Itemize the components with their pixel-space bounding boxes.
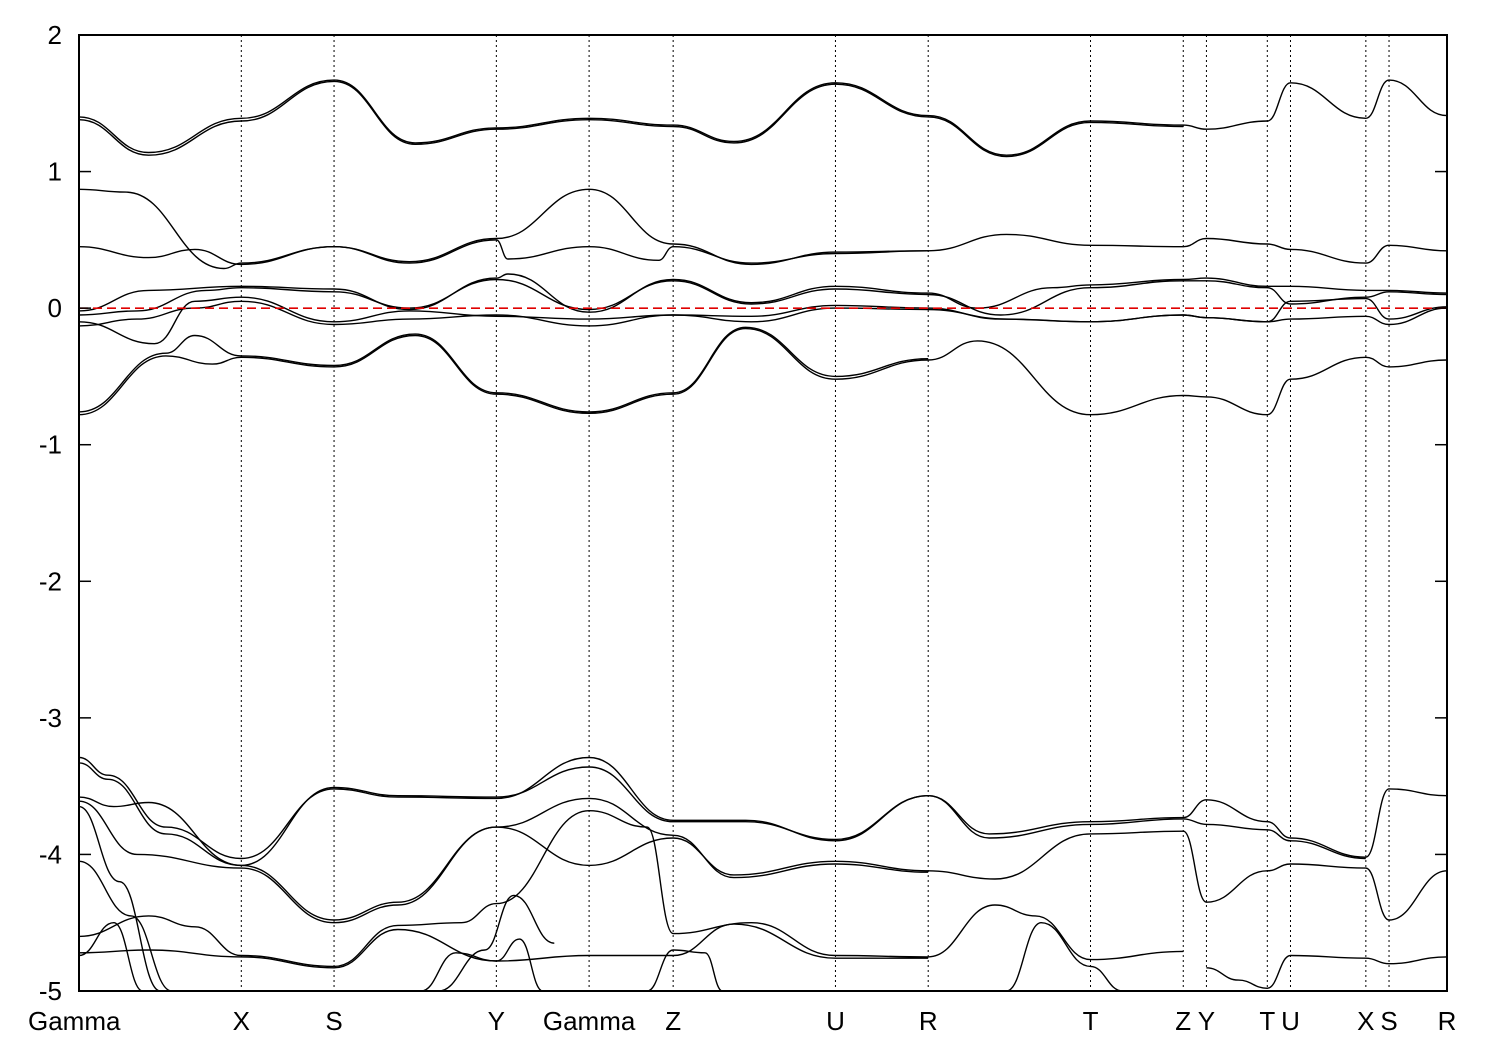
y-tick-label: 0: [48, 293, 62, 323]
band-line-21: [438, 894, 555, 991]
band-line-10: [79, 326, 929, 413]
band-line-23: [1006, 921, 1123, 991]
y-tick-label: -3: [39, 703, 62, 733]
band-line-9: [79, 327, 1447, 416]
x-tick-label: T: [1259, 1006, 1275, 1036]
x-tick-label: S: [1380, 1006, 1397, 1036]
y-axis-ticks: 2 1 0 -1 -2 -3 -4 -5: [39, 20, 1447, 1006]
x-tick-label: X: [233, 1006, 250, 1036]
x-tick-label: T: [1083, 1006, 1099, 1036]
x-tick-label: Gamma: [543, 1006, 636, 1036]
band-line-19: [79, 921, 144, 991]
plot-frame: [78, 34, 1448, 992]
x-tick-label: U: [1281, 1006, 1300, 1036]
x-tick-label: Y: [488, 1006, 505, 1036]
band-line-24: [1206, 954, 1447, 990]
band-line-15: [79, 809, 1184, 968]
y-tick-label: 1: [48, 157, 62, 187]
y-tick-label: 2: [48, 20, 62, 50]
y-tick-label: -1: [39, 430, 62, 460]
y-tick-label: -5: [39, 976, 62, 1006]
x-axis-ticks: Gamma X S Y Gamma Z U R T Z Y T U X S R: [28, 1006, 1456, 1036]
band-line-17: [79, 805, 161, 991]
x-tick-label: Z: [1175, 1006, 1191, 1036]
band-line-22: [646, 949, 723, 991]
band-line-12: [79, 762, 1366, 867]
band-line-4: [79, 239, 929, 266]
x-tick-label: X: [1357, 1006, 1374, 1036]
x-tick-label: R: [1438, 1006, 1457, 1036]
x-tick-label: Gamma: [28, 1006, 121, 1036]
band-series: [79, 79, 1447, 991]
band-line-6: [79, 278, 1447, 316]
band-line-2: [79, 80, 1184, 158]
y-tick-label: -4: [39, 839, 62, 869]
band-line-13: [79, 796, 1447, 921]
band-line-18: [79, 860, 172, 991]
band-line-8: [79, 300, 1447, 327]
high-symmetry-lines: [240, 35, 1390, 991]
band-line-20: [420, 938, 544, 991]
band-line-5: [79, 273, 1447, 313]
band-line-11: [79, 756, 1447, 860]
band-line-14: [79, 797, 929, 924]
band-line-1: [79, 79, 1447, 156]
x-tick-label: S: [325, 1006, 342, 1036]
x-tick-label: R: [919, 1006, 938, 1036]
x-tick-label: U: [826, 1006, 845, 1036]
x-tick-label: Z: [665, 1006, 681, 1036]
y-tick-label: -2: [39, 566, 62, 596]
x-tick-label: Y: [1198, 1006, 1215, 1036]
